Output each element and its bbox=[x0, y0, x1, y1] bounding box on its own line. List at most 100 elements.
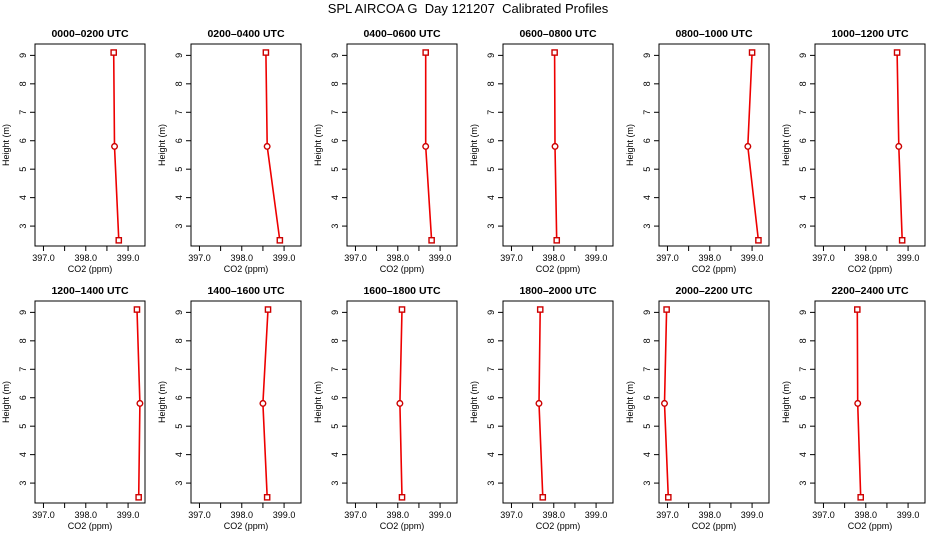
y-tick-label: 7 bbox=[486, 110, 496, 115]
data-point bbox=[536, 306, 544, 313]
y-tick-label: 4 bbox=[798, 452, 808, 457]
y-tick-label: 7 bbox=[798, 367, 808, 372]
data-point bbox=[898, 237, 906, 244]
data-point bbox=[539, 494, 547, 501]
y-tick-label: 8 bbox=[798, 81, 808, 86]
x-tick-label: 397.0 bbox=[188, 253, 211, 263]
y-tick-label: 9 bbox=[330, 310, 340, 315]
y-tick-label: 5 bbox=[486, 167, 496, 172]
data-point bbox=[259, 399, 267, 407]
y-tick-label: 5 bbox=[642, 167, 652, 172]
y-tick-label: 4 bbox=[486, 195, 496, 200]
x-tick-label: 399.0 bbox=[897, 510, 920, 520]
data-point bbox=[661, 399, 669, 407]
y-tick-label: 4 bbox=[18, 452, 28, 457]
y-tick-label: 9 bbox=[18, 310, 28, 315]
plot-frame bbox=[346, 300, 458, 504]
y-tick-label: 6 bbox=[330, 138, 340, 143]
panel-title: 0200–0400 UTC bbox=[207, 28, 284, 40]
data-point bbox=[893, 49, 901, 56]
figure-title: SPL AIRCOA G Day 121207 Calibrated Profi… bbox=[327, 1, 609, 16]
y-tick-label: 7 bbox=[486, 367, 496, 372]
data-point bbox=[748, 49, 756, 56]
x-tick-label: 398.0 bbox=[699, 253, 722, 263]
data-point bbox=[755, 237, 762, 244]
x-tick-label: 398.0 bbox=[387, 253, 410, 263]
panel-title: 1800–2000 UTC bbox=[519, 285, 596, 297]
y-tick-label: 7 bbox=[642, 367, 652, 372]
plot-frame bbox=[34, 43, 146, 247]
data-point bbox=[276, 237, 284, 244]
plot-frame bbox=[190, 300, 302, 504]
x-tick-label: 398.0 bbox=[543, 253, 566, 263]
chart-panel: 1600–1800 UTC 397.0 398.0 399.0 3 4 5 6 7 8 9 CO2 (… bbox=[313, 285, 458, 531]
data-point bbox=[398, 494, 406, 501]
x-tick-label: 399.0 bbox=[273, 253, 296, 263]
data-point bbox=[263, 494, 271, 501]
x-tick-label: 398.0 bbox=[231, 510, 254, 520]
y-tick-label: 7 bbox=[330, 367, 340, 372]
y-tick-label: 3 bbox=[486, 481, 496, 486]
data-point bbox=[535, 399, 543, 407]
y-axis-label: Height (m) bbox=[157, 124, 167, 166]
x-axis-label: CO2 (ppm) bbox=[536, 264, 581, 274]
y-tick-label: 6 bbox=[642, 395, 652, 400]
y-axis-label: Height (m) bbox=[625, 124, 635, 166]
y-tick-label: 9 bbox=[174, 310, 184, 315]
y-tick-label: 8 bbox=[642, 338, 652, 343]
chart-panel: 1400–1600 UTC 397.0 398.0 399.0 3 4 5 6 7 8 9 CO2 (… bbox=[157, 285, 302, 531]
y-tick-label: 6 bbox=[486, 138, 496, 143]
y-tick-label: 6 bbox=[330, 395, 340, 400]
data-point bbox=[744, 142, 752, 150]
y-tick-label: 9 bbox=[798, 310, 808, 315]
x-tick-label: 399.0 bbox=[741, 253, 764, 263]
data-point bbox=[663, 306, 670, 313]
x-tick-label: 399.0 bbox=[117, 253, 140, 263]
data-point bbox=[553, 237, 561, 244]
y-tick-label: 5 bbox=[798, 167, 808, 172]
panel-title: 2200–2400 UTC bbox=[831, 285, 908, 297]
x-tick-label: 398.0 bbox=[75, 510, 98, 520]
y-tick-label: 5 bbox=[798, 424, 808, 429]
plot-frame bbox=[190, 43, 302, 247]
y-tick-label: 9 bbox=[642, 310, 652, 315]
data-point bbox=[895, 142, 903, 150]
y-tick-label: 8 bbox=[18, 338, 28, 343]
y-tick-label: 5 bbox=[642, 424, 652, 429]
y-tick-label: 8 bbox=[330, 338, 340, 343]
y-tick-label: 3 bbox=[330, 481, 340, 486]
y-tick-label: 6 bbox=[798, 138, 808, 143]
plot-frame bbox=[502, 43, 614, 247]
y-tick-label: 5 bbox=[486, 424, 496, 429]
y-axis-label: Height (m) bbox=[625, 381, 635, 423]
y-tick-label: 8 bbox=[486, 338, 496, 343]
y-tick-label: 5 bbox=[330, 167, 340, 172]
y-tick-label: 3 bbox=[642, 224, 652, 229]
chart-panel: 0000–0200 UTC 397.0 398.0 399.0 3 4 5 6 7 8 9 CO2 (… bbox=[1, 28, 146, 274]
panel-title: 0400–0600 UTC bbox=[363, 28, 440, 40]
x-tick-label: 397.0 bbox=[188, 510, 211, 520]
x-tick-label: 397.0 bbox=[812, 253, 835, 263]
y-tick-label: 9 bbox=[486, 53, 496, 58]
x-axis-label: CO2 (ppm) bbox=[68, 521, 113, 531]
x-tick-label: 398.0 bbox=[231, 253, 254, 263]
y-tick-label: 5 bbox=[174, 167, 184, 172]
x-tick-label: 397.0 bbox=[656, 253, 679, 263]
plot-frame bbox=[658, 300, 770, 504]
y-tick-label: 6 bbox=[798, 395, 808, 400]
y-tick-label: 9 bbox=[174, 53, 184, 58]
y-tick-label: 7 bbox=[18, 367, 28, 372]
data-point bbox=[854, 306, 861, 313]
x-tick-label: 398.0 bbox=[543, 510, 566, 520]
y-axis-label: Height (m) bbox=[1, 124, 11, 166]
plot-frame bbox=[814, 43, 926, 247]
x-axis-label: CO2 (ppm) bbox=[692, 264, 737, 274]
y-tick-label: 5 bbox=[174, 424, 184, 429]
y-tick-label: 5 bbox=[18, 167, 28, 172]
plot-frame bbox=[658, 43, 770, 247]
x-axis-label: CO2 (ppm) bbox=[848, 521, 893, 531]
y-tick-label: 6 bbox=[486, 395, 496, 400]
y-tick-label: 6 bbox=[642, 138, 652, 143]
panel-title: 1400–1600 UTC bbox=[207, 285, 284, 297]
y-tick-label: 4 bbox=[330, 452, 340, 457]
